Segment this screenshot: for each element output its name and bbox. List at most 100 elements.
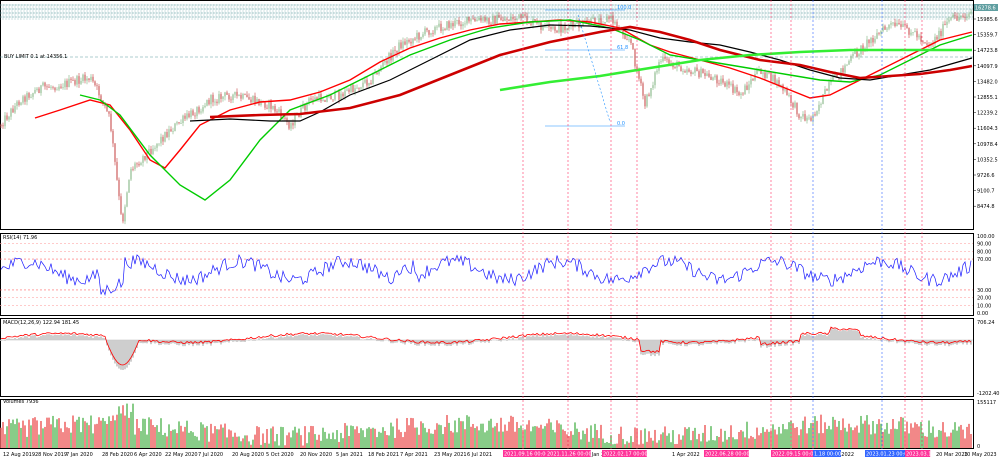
candle-body <box>566 28 568 31</box>
macd-indicator-pane[interactable]: 706.24 -1202.40 <box>0 318 999 398</box>
candle-body <box>428 30 430 35</box>
candle-body <box>750 79 752 85</box>
candle-body <box>64 80 66 88</box>
candle-body <box>946 21 948 25</box>
candle-body <box>164 132 166 142</box>
candle-body <box>940 30 942 37</box>
candle-body <box>948 19 950 22</box>
candle-body <box>340 93 342 100</box>
candle-body <box>356 87 358 89</box>
candle-body <box>70 78 72 80</box>
candle-body <box>408 39 410 42</box>
candle-body <box>564 26 566 31</box>
candle-body <box>346 89 348 91</box>
candle-body <box>372 73 374 84</box>
candle-body <box>264 102 266 108</box>
candle-body <box>630 39 632 44</box>
candle-body <box>534 19 536 22</box>
candle-body <box>780 84 782 87</box>
candle-body <box>376 72 378 74</box>
candle-body <box>914 31 916 33</box>
candle-body <box>964 16 966 18</box>
volume-axis-label: 0 <box>977 444 980 450</box>
candle-body <box>168 129 170 138</box>
candle-body <box>394 49 396 51</box>
candle-body <box>766 71 768 79</box>
candle-body <box>666 58 668 60</box>
candle-body <box>234 91 236 95</box>
candle-body <box>232 94 234 101</box>
volume-indicator-pane[interactable]: 155117 0 <box>0 399 997 451</box>
candle-body <box>882 26 884 32</box>
candle-body <box>192 110 194 116</box>
candle-body <box>808 117 810 119</box>
candle-body <box>28 93 30 98</box>
candle-body <box>334 91 336 100</box>
candle-body <box>208 99 210 105</box>
candle-body <box>960 15 962 17</box>
candle-body <box>286 118 288 122</box>
time-tag-box <box>503 450 548 457</box>
candle-body <box>820 104 822 105</box>
candle-body <box>918 35 920 38</box>
candle-body <box>950 17 952 20</box>
candle-body <box>444 29 446 31</box>
price-axis-label: 14723.8 <box>977 48 998 54</box>
candle-body <box>72 79 74 81</box>
candle-body <box>572 21 574 27</box>
main-price-pane[interactable]: 100.0 61.8 0.0 15985.6 15359.7 14723.8 14097.9… <box>0 0 998 230</box>
candle-body <box>514 19 516 20</box>
candle-body <box>92 76 94 82</box>
candle-body <box>300 107 302 118</box>
candle-body <box>358 87 360 89</box>
candle-body <box>106 105 108 112</box>
candle-body <box>830 80 832 83</box>
candle-body <box>794 102 796 108</box>
candle-body <box>50 86 52 88</box>
candle-body <box>778 80 780 87</box>
candle-body <box>776 80 778 85</box>
candle-body <box>178 122 180 124</box>
candle-body <box>268 100 270 109</box>
macd-label: MACD(12,26,9) 122.94 181.45 <box>3 320 79 326</box>
candle-body <box>506 18 508 20</box>
candle-body <box>304 103 306 111</box>
candle-body <box>36 88 38 90</box>
candle-body <box>732 83 734 93</box>
candle-body <box>422 34 424 37</box>
candle-body <box>322 100 324 102</box>
candle-body <box>378 70 380 74</box>
candle-body <box>802 114 804 117</box>
candle-body <box>2 125 4 127</box>
candle-body <box>326 95 328 102</box>
candle-body <box>88 78 90 81</box>
candle-body <box>622 29 624 35</box>
candle-body <box>290 123 292 129</box>
candle-body <box>510 17 512 22</box>
candle-body <box>614 21 616 24</box>
candle-body <box>16 101 18 106</box>
candle-body <box>134 163 136 169</box>
time-axis-label: 7 Apr 2021 <box>400 452 428 458</box>
candle-body <box>656 70 658 73</box>
candle-body <box>784 89 786 91</box>
candle-body <box>190 110 192 118</box>
candle-body <box>76 76 78 85</box>
candle-body <box>496 15 498 24</box>
time-tag-label: 2021.09.16 00:00 <box>504 452 549 458</box>
candle-body <box>710 76 712 80</box>
candle-body <box>604 22 606 24</box>
candle-body <box>472 18 474 20</box>
candle-body <box>638 70 640 79</box>
candle-body <box>550 27 552 29</box>
candle-body <box>404 41 406 45</box>
candle-body <box>222 96 224 99</box>
candle-body <box>30 96 32 98</box>
candle-body <box>308 98 310 103</box>
candle-body <box>184 115 186 119</box>
candle-body <box>166 132 168 138</box>
